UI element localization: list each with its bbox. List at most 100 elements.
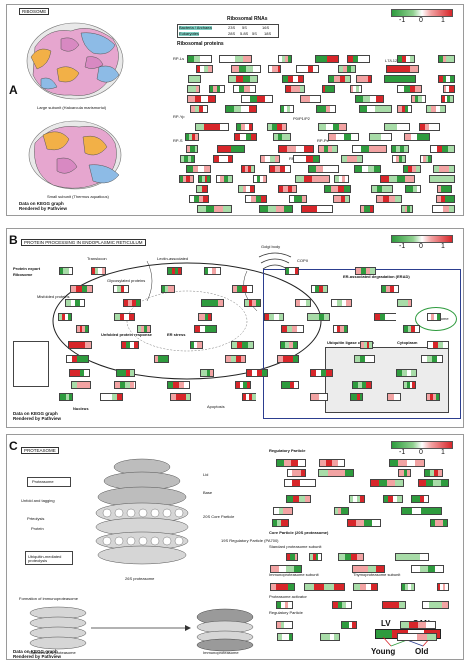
- gene-expression-strip: [167, 381, 191, 389]
- expression-cell: [403, 124, 410, 130]
- expression-cell: [398, 86, 404, 92]
- expression-cell: [263, 176, 267, 182]
- expression-cell: [338, 554, 345, 560]
- expression-cell: [385, 314, 391, 320]
- expression-cell: [168, 268, 172, 274]
- expression-cell: [248, 166, 252, 172]
- gene-expression-strip: [352, 381, 372, 389]
- expression-cell: [124, 286, 128, 292]
- expression-cell: [277, 134, 282, 140]
- gene-expression-strip: [218, 55, 253, 63]
- gene-expression-strip: [437, 55, 455, 63]
- expression-cell: [430, 520, 435, 526]
- expression-cell: [405, 56, 411, 62]
- expression-cell: [168, 286, 172, 292]
- expression-cell: [409, 622, 418, 628]
- expression-cell: [323, 314, 329, 320]
- gene-expression-strip: [403, 381, 416, 389]
- expression-cell: [282, 508, 288, 514]
- expression-cell: [235, 134, 241, 140]
- expression-cell: [227, 156, 232, 162]
- expression-cell: [276, 520, 281, 526]
- expression-cell: [325, 86, 329, 92]
- expression-cell: [134, 342, 139, 348]
- gene-expression-strip: [284, 267, 299, 275]
- gene-expression-strip: [437, 75, 455, 83]
- expression-cell: [241, 124, 245, 130]
- expression-cell: [191, 134, 195, 140]
- expression-cell: [76, 286, 82, 292]
- expression-cell: [267, 124, 273, 130]
- expression-cell: [433, 314, 437, 320]
- expression-cell: [429, 176, 436, 182]
- expression-cell: [353, 86, 357, 92]
- expression-cell: [198, 106, 203, 112]
- expression-cell: [297, 66, 303, 72]
- expression-cell: [370, 206, 374, 212]
- gene-expression-strip: [253, 175, 268, 183]
- expression-cell: [381, 186, 388, 192]
- expression-cell: [279, 166, 285, 172]
- expression-cell: [444, 96, 448, 102]
- expression-cell: [301, 196, 306, 202]
- expression-cell: [278, 186, 284, 192]
- expression-cell: [304, 176, 313, 182]
- rrna-5s-euk: 5S: [252, 31, 257, 36]
- expression-cell: [171, 268, 175, 274]
- expression-cell: [370, 268, 376, 274]
- expression-cell: [446, 86, 449, 92]
- expression-cell: [274, 314, 279, 320]
- gene-expression-strip: [293, 155, 320, 163]
- expression-cell: [189, 76, 192, 82]
- expression-cell: [421, 356, 427, 362]
- legend-mid: 0: [419, 243, 423, 250]
- gene-expression-strip: [346, 519, 382, 527]
- gene-expression-strip: [436, 583, 449, 591]
- expression-cell: [295, 86, 300, 92]
- gene-expression-strip: [269, 165, 291, 173]
- gene-expression-strip: [354, 267, 377, 275]
- gene-expression-strip: [277, 145, 314, 153]
- expression-cell: [82, 326, 86, 332]
- expression-cell: [203, 196, 208, 202]
- expression-cell: [292, 554, 295, 560]
- expression-cell: [377, 196, 384, 202]
- expression-cell: [69, 268, 72, 274]
- expression-cell: [417, 622, 427, 628]
- expression-cell: [358, 86, 362, 92]
- expression-cell: [193, 86, 197, 92]
- expression-cell: [288, 356, 294, 362]
- expression-cell: [138, 326, 142, 332]
- expression-cell: [207, 300, 213, 306]
- left-stack: [13, 341, 49, 387]
- gene-expression-strip: [319, 633, 340, 641]
- expression-cell: [412, 382, 415, 388]
- expression-cell: [406, 186, 410, 192]
- expression-cell: [359, 356, 365, 362]
- expression-cell: [448, 206, 454, 212]
- expression-cell: [306, 300, 310, 306]
- expression-cell: [249, 96, 258, 102]
- expression-cell: [291, 268, 295, 274]
- expression-cell: [343, 134, 352, 140]
- expression-cell: [280, 520, 285, 526]
- expression-cell: [66, 300, 71, 306]
- expression-cell: [284, 342, 289, 348]
- panel-a-legend: -1 0 1: [391, 9, 453, 26]
- expression-cell: [449, 196, 454, 202]
- expression-cell: [180, 156, 185, 162]
- expression-cell: [407, 300, 412, 306]
- expression-cell: [399, 470, 402, 476]
- legend-max: 1: [441, 243, 445, 250]
- expression-cell: [193, 56, 200, 62]
- expression-cell: [260, 196, 266, 202]
- expression-cell: [248, 300, 253, 306]
- expression-cell: [403, 86, 410, 92]
- label-cytoplasm: Cytoplasm: [397, 340, 418, 345]
- gene-expression-strip: [190, 341, 204, 349]
- expression-cell: [199, 314, 203, 320]
- proteasome-highlight-ring: [415, 307, 457, 331]
- expression-cell: [318, 314, 324, 320]
- gene-expression-strip: [435, 195, 455, 203]
- expression-cell: [246, 186, 251, 192]
